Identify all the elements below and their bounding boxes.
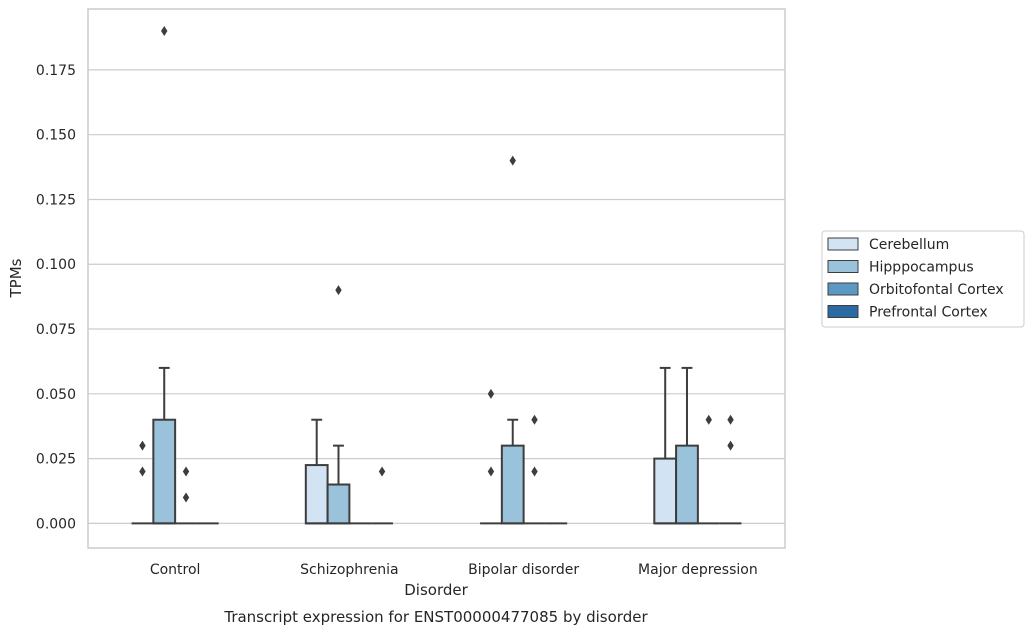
legend-label: Cerebellum — [869, 237, 949, 253]
x-tick-label: Major depression — [638, 562, 758, 578]
box — [697, 414, 720, 525]
box — [480, 388, 502, 525]
box — [304, 418, 329, 525]
box — [500, 155, 525, 525]
y-tick-label: 0.025 — [36, 452, 76, 468]
box-body — [653, 457, 678, 525]
y-tick-label: 0.075 — [36, 322, 76, 338]
x-tick-label: Bipolar disorder — [468, 562, 579, 578]
box-marks — [131, 26, 742, 525]
y-tick-label: 0.150 — [36, 128, 76, 144]
box-body — [675, 444, 699, 525]
outlier-point — [487, 388, 495, 399]
box-body — [304, 464, 329, 525]
box-body — [500, 444, 525, 525]
legend-swatch — [827, 260, 859, 273]
box — [131, 440, 154, 525]
outlier-point — [161, 26, 168, 37]
outlier-point — [487, 466, 495, 477]
legend-label: Prefrontal Cortex — [869, 305, 988, 321]
x-axis-label: Disorder — [404, 581, 468, 599]
outlier-point — [509, 155, 516, 166]
outlier-point — [182, 492, 190, 503]
legend-label: Orbitofontal Cortex — [869, 282, 1004, 298]
box — [675, 366, 699, 525]
outlier-point — [335, 285, 342, 296]
outlier-point — [139, 466, 146, 477]
outlier-point — [531, 414, 538, 425]
legend-label: Hipppocampus — [869, 260, 974, 276]
y-tick-labels: 0.000 0.025 0.050 0.075 0.100 0.125 0.150 0.175 — [36, 63, 76, 532]
y-tick-label: 0.000 — [36, 516, 76, 532]
legend-swatch — [827, 237, 859, 251]
y-tick-label: 0.050 — [36, 387, 76, 403]
box — [371, 466, 393, 525]
chart-caption: Transcript expression for ENST0000047708… — [223, 608, 648, 626]
box — [175, 466, 197, 525]
box — [653, 366, 678, 525]
box-body — [152, 418, 177, 525]
outlier-point — [705, 414, 712, 425]
box — [719, 414, 742, 525]
legend: Cerebellum Hipppocampus Orbitofontal Corte… — [821, 230, 1025, 328]
outlier-point — [139, 440, 146, 451]
x-tick-label: Schizophrenia — [300, 562, 398, 578]
box-body — [326, 483, 351, 525]
y-tick-label: 0.175 — [36, 63, 76, 79]
legend-swatch — [827, 282, 859, 296]
y-axis-label: TPMs — [7, 258, 25, 298]
outlier-point — [727, 414, 734, 425]
box — [326, 285, 351, 525]
outlier-point — [378, 466, 386, 477]
outlier-point — [182, 466, 190, 477]
box — [152, 26, 177, 525]
grid-lines — [88, 69, 785, 524]
outlier-point — [727, 440, 734, 451]
plot-frame — [87, 8, 786, 549]
legend-items: Cerebellum Hipppocampus Orbitofontal Corte… — [827, 237, 1004, 321]
legend-frame — [821, 230, 1025, 328]
outlier-point — [531, 466, 538, 477]
y-tick-label: 0.125 — [36, 192, 76, 208]
box — [523, 414, 546, 525]
x-tick-label: Control — [150, 562, 201, 578]
legend-swatch — [827, 305, 859, 318]
x-tick-labels: Control Schizophrenia Bipolar disorder Majo… — [150, 562, 758, 578]
y-tick-label: 0.100 — [36, 257, 76, 273]
